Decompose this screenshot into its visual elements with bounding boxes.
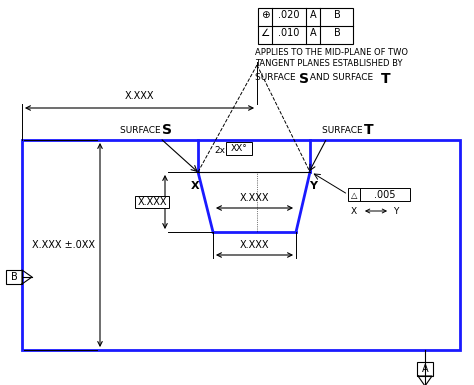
Text: B: B — [334, 28, 340, 38]
Text: X.XXX: X.XXX — [125, 91, 154, 101]
Text: X.XXX: X.XXX — [240, 240, 269, 250]
Bar — [348, 188, 410, 201]
Text: X: X — [191, 181, 199, 191]
Text: S: S — [299, 72, 309, 86]
Text: T: T — [364, 123, 374, 137]
Text: B: B — [10, 272, 18, 282]
Text: A: A — [422, 364, 428, 374]
Text: X.XXX ±.0XX: X.XXX ±.0XX — [32, 240, 95, 250]
Text: .010: .010 — [278, 28, 300, 38]
Text: TANGENT PLANES ESTABLISHED BY: TANGENT PLANES ESTABLISHED BY — [255, 59, 402, 68]
Text: T: T — [381, 72, 391, 86]
Bar — [226, 142, 252, 155]
Text: Y: Y — [309, 181, 317, 191]
Text: 2x: 2x — [214, 146, 225, 154]
Text: A: A — [310, 10, 316, 20]
Text: ∠: ∠ — [260, 28, 270, 38]
Text: X.XXX: X.XXX — [240, 193, 269, 203]
Text: SURFACE: SURFACE — [120, 126, 164, 134]
Text: APPLIES TO THE MID-PLANE OF TWO: APPLIES TO THE MID-PLANE OF TWO — [255, 48, 408, 57]
Text: SURFACE: SURFACE — [322, 126, 365, 134]
Text: X: X — [351, 206, 357, 216]
Text: S: S — [162, 123, 172, 137]
Text: XX°: XX° — [231, 144, 247, 153]
Text: A: A — [310, 28, 316, 38]
Text: SURFACE: SURFACE — [255, 73, 299, 82]
Text: Y: Y — [393, 206, 398, 216]
Text: B: B — [334, 10, 340, 20]
Text: ⊕: ⊕ — [261, 10, 269, 20]
Text: AND SURFACE: AND SURFACE — [307, 73, 376, 82]
Text: .020: .020 — [278, 10, 300, 20]
Bar — [22, 140, 460, 350]
Bar — [417, 362, 433, 376]
Bar — [135, 196, 169, 208]
Text: X.XXX: X.XXX — [137, 197, 167, 207]
Text: △: △ — [351, 191, 357, 199]
Bar — [6, 270, 22, 284]
Text: .005: .005 — [374, 190, 396, 200]
Bar — [258, 8, 353, 44]
